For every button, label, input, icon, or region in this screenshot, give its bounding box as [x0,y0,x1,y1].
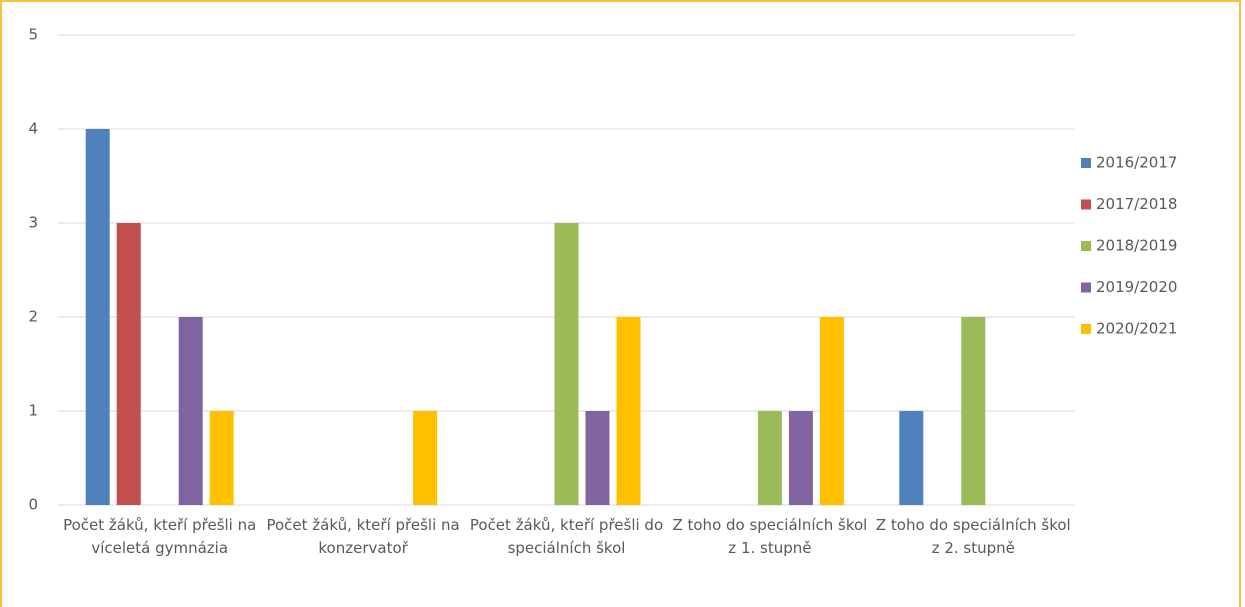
bar [413,411,438,505]
legend-swatch [1081,241,1091,251]
legend-label: 2019/2020 [1096,278,1177,296]
x-tick-label: Počet žáků, kteří přešli na víceletá gym… [63,516,257,557]
bar [116,223,141,505]
bar [85,129,110,505]
legend-label: 2016/2017 [1096,154,1177,172]
y-tick-label: 4 [28,120,38,138]
legend-label: 2020/2021 [1096,320,1177,338]
bar [788,411,813,505]
legend-swatch [1081,282,1091,293]
bar [757,411,782,505]
legend-swatch [1081,158,1091,168]
bar [616,317,641,505]
bar [819,317,844,505]
legend-swatch [1081,199,1091,210]
x-tick-label: Z toho do speciálních škol z 1. stupně [672,516,868,557]
legend-label: 2018/2019 [1096,237,1177,255]
bar [178,317,203,505]
legend-swatch [1081,324,1091,334]
bar [554,223,579,505]
y-tick-label: 3 [28,214,38,232]
y-tick-label: 2 [28,308,38,326]
y-tick-label: 1 [28,402,38,420]
x-tick-label: Počet žáků, kteří přešli na konzervatoř [266,516,460,557]
bar [585,411,610,505]
x-tick-label: Počet žáků, kteří přešli do speciálních … [469,516,664,557]
legend-label: 2017/2018 [1096,195,1177,213]
bar [209,411,234,505]
bar [961,317,986,505]
bar [899,411,924,505]
y-tick-label: 0 [28,496,38,514]
x-tick-label: Z toho do speciálních škol z 2. stupně [875,516,1071,557]
y-tick-label: 5 [28,26,38,44]
